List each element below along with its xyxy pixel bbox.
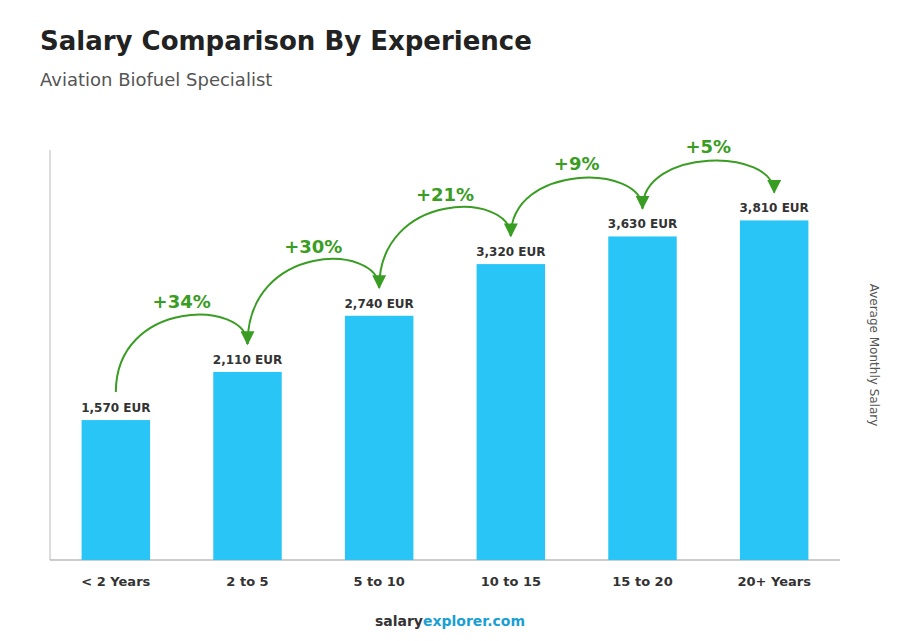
value-label: 1,570 EUR — [81, 401, 150, 415]
x-tick-label: 10 to 15 — [481, 574, 541, 589]
change-arrow — [643, 160, 775, 208]
y-axis-label: Average Monthly Salary — [867, 284, 881, 427]
bar — [740, 220, 808, 560]
footer-part: salary — [375, 613, 423, 629]
value-label: 3,810 EUR — [740, 201, 809, 215]
footer-part: explorer.com — [423, 613, 525, 629]
footer: salaryexplorer.com — [375, 613, 525, 629]
bar — [608, 236, 676, 560]
value-label: 3,630 EUR — [608, 217, 677, 231]
change-arrow — [248, 259, 380, 344]
change-label: +5% — [686, 136, 732, 157]
bar — [82, 420, 150, 560]
bar — [345, 316, 413, 560]
x-tick-label: < 2 Years — [81, 574, 150, 589]
change-arrow — [379, 207, 511, 288]
title: Salary Comparison By Experience — [40, 26, 532, 56]
value-label: 2,740 EUR — [345, 297, 414, 311]
x-axis-line — [50, 560, 840, 561]
change-label: +30% — [284, 236, 342, 257]
bar — [213, 372, 281, 560]
chart-svg: Salary Comparison By Experience Aviation … — [0, 0, 900, 641]
change-label: +21% — [416, 184, 474, 205]
change-label: +9% — [554, 153, 600, 174]
change-arrow — [116, 315, 248, 392]
value-label: 3,320 EUR — [476, 245, 545, 259]
subtitle: Aviation Biofuel Specialist — [40, 69, 272, 90]
x-tick-label: 20+ Years — [737, 574, 811, 589]
change-label: +34% — [153, 291, 211, 312]
chart-container: Salary Comparison By Experience Aviation … — [0, 0, 900, 641]
x-tick-label: 15 to 20 — [612, 574, 672, 589]
bars — [82, 220, 809, 560]
x-tick-label: 5 to 10 — [353, 574, 404, 589]
x-tick-label: 2 to 5 — [226, 574, 268, 589]
y-axis-line — [50, 150, 51, 560]
bar — [477, 264, 545, 560]
value-label: 2,110 EUR — [213, 353, 282, 367]
change-arrow — [511, 178, 643, 237]
